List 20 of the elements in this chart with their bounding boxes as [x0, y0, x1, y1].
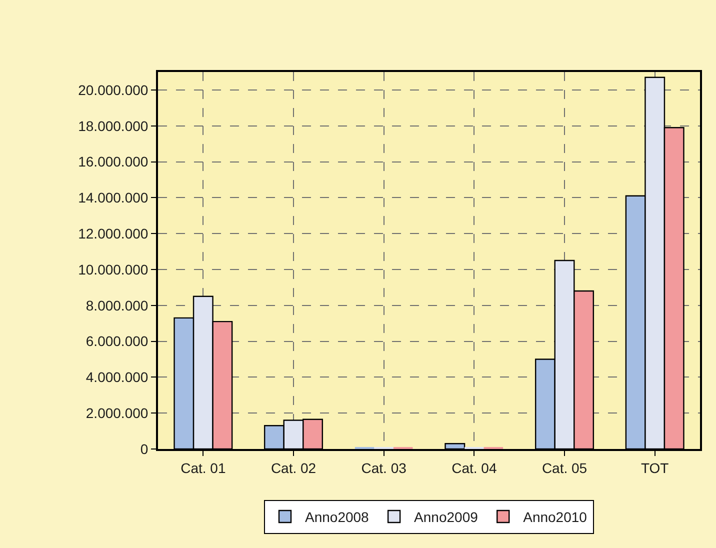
x-tick-label: Cat. 03 [361, 460, 407, 476]
x-tick-label: Cat. 02 [270, 460, 316, 476]
x-tick-label: Cat. 01 [180, 460, 226, 476]
y-tick-label: 18.000.000 [78, 118, 148, 134]
x-tick-label: Cat. 04 [452, 460, 497, 476]
y-tick-label: 16.000.000 [78, 154, 148, 170]
legend-label: Anno2008 [305, 508, 370, 525]
legend-label: Anno2010 [523, 508, 588, 525]
y-tick-label: 12.000.000 [78, 225, 148, 242]
legend-label: Anno2009 [414, 508, 478, 525]
y-tick-label: 8.000.000 [86, 297, 148, 314]
y-tick-label: 14.000.000 [78, 190, 148, 206]
y-tick-label: 6.000.000 [86, 333, 148, 350]
y-tick-label: 20.000.000 [78, 82, 148, 98]
y-tick-label: 10.000.000 [78, 261, 148, 278]
y-tick-label: 2.000.000 [86, 405, 148, 421]
x-tick-label: Cat. 05 [542, 460, 588, 476]
y-tick-label: 4.000.000 [86, 369, 148, 386]
y-tick-label: 0 [140, 440, 148, 457]
x-tick-label: TOT [640, 460, 670, 476]
